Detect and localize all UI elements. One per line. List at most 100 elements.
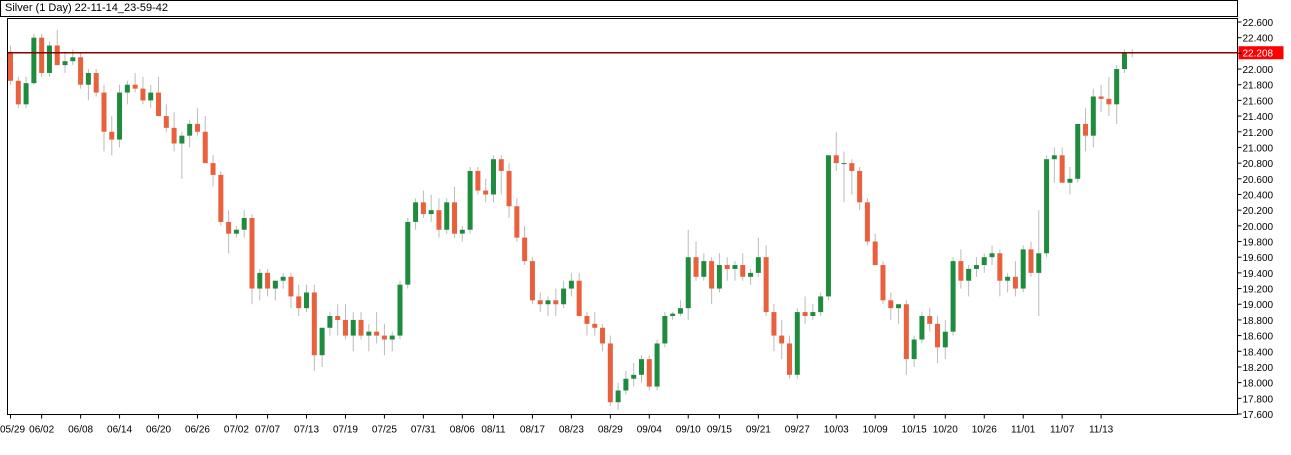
candle — [1090, 88, 1096, 148]
candle-body — [444, 202, 450, 230]
candle-body — [537, 300, 543, 305]
candle-body — [46, 45, 52, 73]
candle — [1020, 245, 1026, 293]
x-tick-label: 06/08 — [68, 425, 93, 436]
candle-body — [78, 57, 84, 85]
candle — [15, 76, 21, 109]
candle-body — [428, 210, 434, 215]
x-tick-label: 10/15 — [902, 425, 927, 436]
candle — [740, 253, 746, 281]
y-tick-label: 20.200 — [1243, 206, 1274, 217]
candle-body — [202, 131, 208, 164]
candle-body — [490, 159, 496, 195]
candle-body — [327, 316, 333, 328]
candle — [428, 194, 434, 222]
candle-body — [561, 288, 567, 305]
candle-body — [1106, 98, 1112, 105]
candle-body — [350, 319, 356, 336]
candle-body — [732, 265, 738, 269]
candle-body — [584, 316, 590, 324]
candle — [405, 218, 411, 289]
candle-body — [452, 202, 458, 234]
candle-body — [607, 343, 613, 403]
candle — [288, 272, 294, 309]
y-tick-label: 20.800 — [1243, 159, 1274, 170]
x-tick-label: 09/27 — [785, 425, 810, 436]
candle — [522, 225, 528, 266]
candle — [194, 108, 200, 136]
candle-body — [124, 84, 130, 93]
candle — [646, 355, 652, 391]
candle-body — [272, 280, 278, 289]
candle — [54, 29, 60, 66]
candle-body — [825, 155, 831, 297]
candle — [966, 265, 972, 297]
candle — [802, 296, 808, 324]
candle — [623, 370, 629, 395]
y-tick-label: 20.400 — [1243, 190, 1274, 201]
x-tick-label: 06/14 — [107, 425, 132, 436]
candle — [319, 327, 325, 367]
candle — [389, 331, 395, 352]
candle — [381, 323, 387, 356]
x-tick-label: 11/07 — [1050, 425, 1075, 436]
candle-body — [8, 51, 13, 81]
candle — [210, 155, 216, 187]
y-tick-label: 19.000 — [1243, 300, 1274, 311]
candle-body — [1012, 276, 1018, 289]
candle-body — [319, 327, 325, 356]
candle — [257, 268, 263, 301]
candle-body — [740, 265, 746, 277]
candle-body — [1059, 155, 1065, 183]
candle — [124, 80, 130, 105]
candle — [927, 308, 933, 332]
candle — [132, 72, 138, 93]
candle — [997, 249, 1003, 297]
candle-body — [171, 127, 177, 144]
candle — [311, 284, 317, 371]
candle — [249, 214, 255, 305]
plot-frame — [7, 18, 1238, 415]
y-tick-label: 17.600 — [1243, 410, 1274, 421]
candle-body — [638, 359, 644, 375]
candle — [654, 339, 660, 391]
candle-body — [23, 83, 29, 105]
x-tick-label: 07/13 — [294, 425, 319, 436]
candle-body — [864, 202, 870, 242]
candle-body — [62, 61, 68, 66]
x-tick-label: 08/06 — [450, 425, 475, 436]
candle-body — [872, 241, 878, 266]
candle — [857, 167, 863, 211]
candle-body — [358, 319, 364, 336]
candle — [701, 253, 707, 281]
candle-body — [475, 170, 481, 191]
candle-body — [31, 37, 37, 84]
candle — [23, 76, 29, 109]
candle-body — [1067, 178, 1073, 183]
candle — [1051, 147, 1057, 183]
candle — [148, 84, 154, 109]
candle-body — [70, 57, 76, 62]
y-axis: 22.600 22.400 22.000 21.800 21.600 21.400 21.2… — [1237, 18, 1274, 421]
chart-title-bar: Silver (1 Day) 22-11-14_23-59-42 — [0, 0, 1238, 17]
candle-body — [374, 331, 380, 336]
candle-body — [156, 92, 162, 117]
candle — [600, 323, 606, 352]
candle-body — [950, 261, 956, 332]
candle-body — [405, 221, 411, 285]
candle — [919, 312, 925, 344]
candle-body — [810, 312, 816, 316]
candle-body — [1051, 155, 1057, 160]
candle — [117, 84, 123, 148]
candle — [833, 131, 839, 171]
candle-body — [794, 312, 800, 375]
candle — [942, 319, 948, 360]
x-tick-label: 10/09 — [863, 425, 888, 436]
candle — [529, 257, 535, 305]
y-tick-label: 18.800 — [1243, 316, 1274, 327]
candle-body — [716, 265, 722, 289]
candle — [342, 304, 348, 340]
y-tick-label: 18.200 — [1243, 363, 1274, 374]
candle-body — [724, 265, 730, 269]
